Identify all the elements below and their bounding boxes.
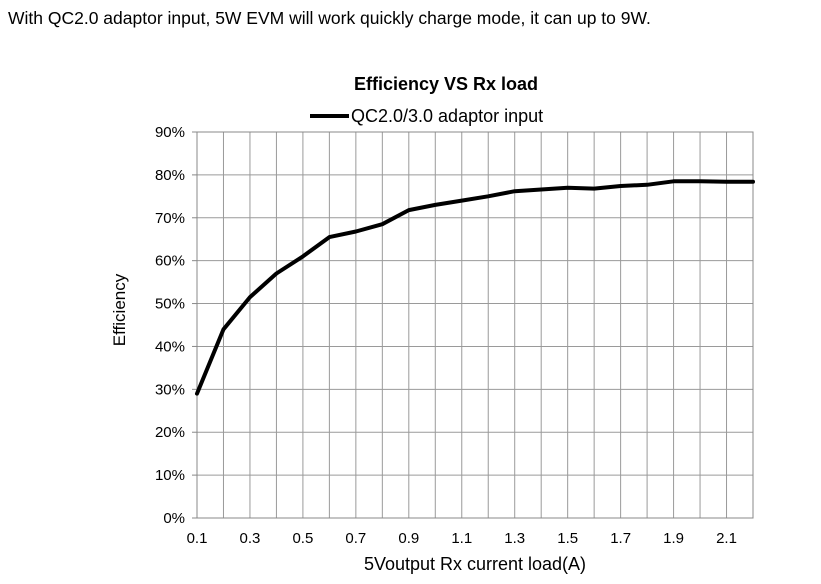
y-axis-label: Efficiency xyxy=(110,273,129,346)
x-tick-label: 0.3 xyxy=(240,530,261,547)
y-tick-labels: 0% 10% 20% 30% 40% 50% 60% 70% 80% 90% xyxy=(155,124,197,527)
y-tick-label: 70% xyxy=(155,210,185,227)
y-tick-label: 90% xyxy=(155,124,185,141)
chart-title: Efficiency VS Rx load xyxy=(354,74,538,94)
plot-frame xyxy=(196,131,754,519)
y-tick-label: 40% xyxy=(155,338,185,355)
legend: QC2.0/3.0 adaptor input xyxy=(310,106,543,126)
y-tick-label: 80% xyxy=(155,167,185,184)
x-tick-label: 1.3 xyxy=(504,530,525,547)
legend-label: QC2.0/3.0 adaptor input xyxy=(351,106,543,126)
x-tick-labels: 0.1 0.3 0.5 0.7 0.9 1.1 1.3 1.5 1.7 1.9 2.1 xyxy=(187,530,737,547)
grid-lines xyxy=(197,132,753,518)
x-tick-label: 1.9 xyxy=(663,530,684,547)
y-tick-label: 20% xyxy=(155,424,185,441)
x-axis-label: 5Voutput Rx current load(A) xyxy=(364,554,586,574)
x-tick-label: 0.1 xyxy=(187,530,208,547)
y-tick-label: 30% xyxy=(155,381,185,398)
x-tick-label: 0.7 xyxy=(345,530,366,547)
x-tick-label: 1.1 xyxy=(451,530,472,547)
x-tick-label: 1.7 xyxy=(610,530,631,547)
y-tick-label: 10% xyxy=(155,467,185,484)
series-line-qc-adaptor xyxy=(195,179,755,396)
intro-text: With QC2.0 adaptor input, 5W EVM will wo… xyxy=(8,8,651,28)
x-tick-label: 2.1 xyxy=(716,530,737,547)
x-tick-label: 0.9 xyxy=(398,530,419,547)
x-tick-label: 1.5 xyxy=(557,530,578,547)
y-tick-label: 50% xyxy=(155,296,185,313)
y-tick-label: 0% xyxy=(163,510,185,527)
x-tick-label: 0.5 xyxy=(292,530,313,547)
y-tick-label: 60% xyxy=(155,253,185,270)
